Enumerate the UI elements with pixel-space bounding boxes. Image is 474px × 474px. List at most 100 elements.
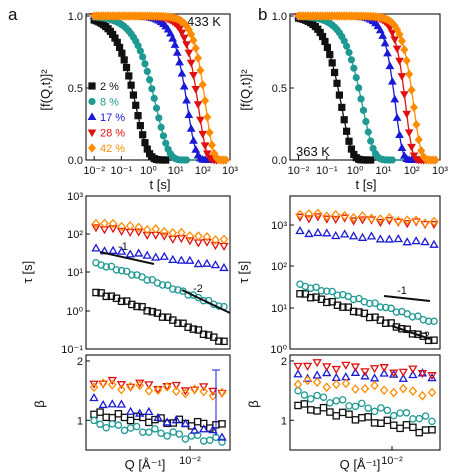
data-point-b-mid	[430, 336, 438, 344]
data-point-b-bot	[377, 404, 385, 412]
data-point-a-bot	[171, 415, 181, 424]
data-point-b-bot	[293, 362, 303, 371]
data-point-a-bot	[175, 430, 184, 438]
data-point-a-bot	[139, 428, 147, 436]
data-point-b-top	[378, 31, 388, 39]
data-point-a-bot	[162, 381, 172, 392]
data-point-b-mid	[313, 227, 323, 237]
data-point-a-mid	[176, 255, 187, 264]
temp-label-b: 363 K	[296, 144, 330, 159]
x-tick-label-a-bot: 10⁻²	[179, 455, 201, 467]
y-tick-label-a-mid: 10⁰	[66, 306, 83, 318]
data-point-b-bot	[313, 407, 321, 415]
data-point-a-mid	[128, 300, 136, 309]
data-point-a-mid	[153, 309, 162, 317]
slope-guide-a-mid	[99, 251, 155, 265]
data-point-b-mid	[295, 226, 305, 235]
data-point-b-mid	[306, 293, 315, 302]
data-point-a-top	[182, 156, 191, 164]
data-point-b-mid	[365, 299, 374, 308]
data-point-b-bot	[383, 416, 392, 425]
y-axis-label-b-bot: β	[246, 400, 261, 407]
data-point-b-mid	[306, 284, 315, 292]
data-point-a-mid	[210, 333, 218, 341]
data-point-a-bot	[144, 406, 154, 415]
data-point-a-top	[148, 85, 156, 93]
data-point-a-mid	[168, 254, 178, 264]
data-point-a-top	[189, 136, 198, 144]
y-tick-label-b-bot: 2	[281, 356, 287, 368]
data-point-a-bot	[144, 381, 154, 390]
data-point-a-top	[221, 155, 230, 165]
data-point-b-mid	[322, 211, 332, 222]
data-point-b-mid	[331, 209, 341, 220]
data-point-b-top	[392, 45, 402, 54]
y-tick-label-b-top: 0.0	[272, 155, 287, 167]
data-point-b-bot	[383, 406, 392, 415]
data-point-b-top	[387, 77, 397, 85]
y-tick-label-a-mid: 10⁻¹	[61, 344, 83, 356]
legend-marker	[88, 97, 96, 106]
data-point-b-bot	[389, 421, 398, 429]
data-point-b-bot	[351, 402, 360, 411]
data-point-a-mid	[148, 307, 157, 316]
data-point-a-mid	[133, 302, 141, 311]
data-point-a-mid	[174, 319, 182, 327]
data-point-a-top	[157, 123, 165, 131]
data-point-b-mid	[331, 230, 341, 240]
data-point-b-top	[323, 43, 331, 52]
data-point-a-bot	[217, 432, 227, 441]
x-tick-label-a-top: 10⁻¹	[110, 165, 132, 177]
legend-marker	[87, 143, 97, 153]
data-point-a-bot	[114, 410, 123, 418]
data-point-b-bot	[370, 380, 379, 391]
data-point-a-bot	[107, 376, 117, 386]
data-point-b-bot	[307, 395, 315, 403]
data-point-b-mid	[376, 214, 385, 224]
slope-label-b-mid: -2	[420, 330, 430, 342]
data-point-a-bot	[135, 380, 144, 391]
data-point-b-top	[357, 95, 365, 103]
data-point-a-top	[179, 81, 189, 90]
data-point-a-mid	[102, 263, 110, 271]
slope-guide-b-mid	[391, 325, 431, 340]
data-point-b-mid	[339, 303, 347, 311]
data-point-a-top	[184, 110, 194, 118]
data-point-b-bot	[345, 402, 353, 410]
data-point-b-bot	[351, 416, 360, 424]
data-point-b-top	[390, 94, 400, 103]
y-tick-label-a-bot: 1	[77, 415, 83, 427]
y-tick-label-a-mid: 10³	[67, 191, 83, 203]
data-point-b-mid	[411, 215, 421, 226]
y-tick-label-a-mid: 10¹	[67, 267, 83, 279]
data-point-b-mid	[358, 211, 367, 221]
data-point-a-mid	[211, 235, 220, 245]
data-point-b-bot	[326, 408, 334, 416]
data-point-b-top	[321, 37, 329, 46]
data-point-b-mid	[384, 234, 395, 243]
data-point-b-bot	[396, 424, 404, 433]
data-point-a-mid	[179, 319, 187, 328]
slope-label-a-mid: -2	[193, 283, 203, 295]
data-point-b-top	[375, 25, 385, 34]
data-point-b-mid	[295, 213, 305, 222]
data-point-a-bot	[126, 424, 135, 432]
y-tick-label-a-top: 1.0	[68, 11, 83, 23]
data-point-a-mid	[143, 276, 151, 284]
data-point-a-top	[191, 85, 201, 94]
x-tick-label-a-top: 10¹	[168, 165, 184, 177]
legend-marker	[87, 112, 97, 120]
data-point-b-bot	[360, 371, 370, 380]
data-point-b-mid	[357, 232, 368, 241]
data-point-a-top	[200, 142, 210, 150]
data-point-b-bot	[312, 377, 322, 388]
data-point-a-mid	[117, 221, 126, 232]
data-point-a-top	[191, 145, 201, 153]
data-point-b-mid	[408, 313, 417, 321]
data-point-a-bot	[181, 388, 190, 399]
data-point-a-mid	[169, 285, 177, 293]
data-point-b-mid	[313, 208, 323, 219]
data-point-b-mid	[322, 215, 332, 224]
data-point-b-bot	[415, 428, 423, 437]
